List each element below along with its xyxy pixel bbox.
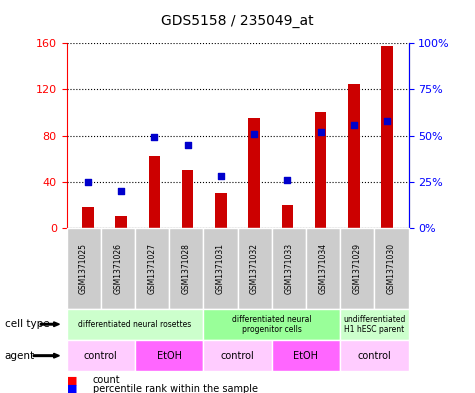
Text: differentiated neural
progenitor cells: differentiated neural progenitor cells (232, 314, 312, 334)
Point (284, 177, 291, 183)
Bar (315, 112, 326, 228)
Text: GSM1371034: GSM1371034 (319, 242, 327, 294)
Point (317, 129, 324, 135)
Text: control: control (220, 351, 255, 361)
Text: ■: ■ (66, 375, 77, 386)
Text: EtOH: EtOH (157, 351, 181, 361)
Point (217, 173, 225, 179)
Bar (149, 156, 160, 228)
Text: GSM1371032: GSM1371032 (250, 243, 259, 294)
Text: GSM1371033: GSM1371033 (285, 242, 293, 294)
Text: cell type: cell type (5, 319, 49, 329)
Point (350, 121, 358, 128)
Point (383, 118, 391, 124)
Point (84, 178, 92, 185)
Text: GSM1371030: GSM1371030 (387, 242, 396, 294)
Text: differentiated neural rosettes: differentiated neural rosettes (78, 320, 191, 329)
Bar (82, 207, 94, 228)
Bar (248, 118, 260, 228)
Bar (348, 84, 360, 228)
Bar (282, 205, 293, 228)
Text: EtOH: EtOH (294, 351, 318, 361)
Text: ■: ■ (66, 384, 77, 393)
Text: GSM1371026: GSM1371026 (114, 243, 122, 294)
Text: control: control (357, 351, 391, 361)
Point (117, 188, 125, 194)
Text: GSM1371028: GSM1371028 (182, 243, 190, 294)
Text: GSM1371025: GSM1371025 (79, 243, 88, 294)
Text: GSM1371029: GSM1371029 (353, 243, 361, 294)
Bar (215, 193, 227, 228)
Text: control: control (84, 351, 118, 361)
Text: GSM1371031: GSM1371031 (216, 243, 225, 294)
Text: percentile rank within the sample: percentile rank within the sample (93, 384, 257, 393)
Bar (381, 46, 393, 228)
Point (151, 134, 158, 141)
Text: GDS5158 / 235049_at: GDS5158 / 235049_at (161, 14, 314, 28)
Text: agent: agent (5, 351, 35, 361)
Text: count: count (93, 375, 120, 386)
Bar (182, 170, 193, 228)
Point (184, 141, 191, 148)
Text: GSM1371027: GSM1371027 (148, 243, 156, 294)
Point (250, 130, 258, 137)
Text: undifferentiated
H1 hESC parent: undifferentiated H1 hESC parent (343, 314, 406, 334)
Bar (115, 217, 127, 228)
